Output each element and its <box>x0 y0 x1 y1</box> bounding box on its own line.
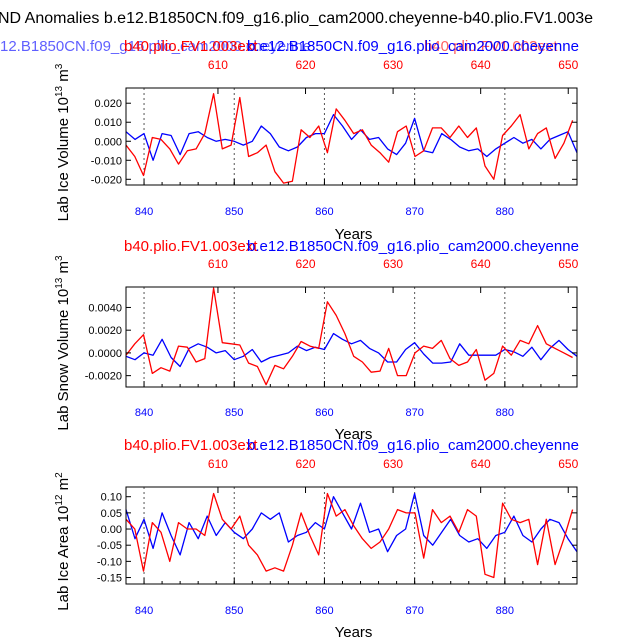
x-tick-label-top: 610 <box>208 457 228 471</box>
y-tick-label: 0.0020 <box>88 325 122 337</box>
y-tick-label: -0.05 <box>97 540 122 552</box>
y-label-exponent: 12 <box>54 494 65 506</box>
x-tick-label-bottom: 850 <box>225 206 243 218</box>
x-axis-label: Years <box>335 624 373 639</box>
chart-panel-2: 0.0040 0.0020 0.0000 -0.0020 840 850 860 870 880… <box>54 238 579 443</box>
y-tick-label: -0.0020 <box>85 371 122 383</box>
series-line-red <box>125 93 574 184</box>
top-title-blue: b.e12.B1850CN.f09_g16.plio_cam2000.cheye… <box>247 437 579 454</box>
y-tick-label: -0.020 <box>91 174 122 186</box>
y-tick-label: 0.05 <box>101 508 122 520</box>
x-tick-label-top: 640 <box>471 457 491 471</box>
series-line-red <box>125 492 574 579</box>
x-tick-label-top: 620 <box>296 457 316 471</box>
y-tick-label: -0.010 <box>91 155 122 167</box>
top-title-red: b40.plio.FV1.003ext <box>124 238 258 255</box>
x-tick-label-top: 630 <box>383 58 403 72</box>
x-axis-label: Years <box>335 426 373 443</box>
x-tick-label-bottom: 840 <box>135 206 153 218</box>
y-axis-label: Lab Snow Volume 1013 m3 <box>54 255 72 431</box>
top-title-blue: b.e12.B1850CN.f09_g16.plio_cam2000.cheye… <box>247 238 579 255</box>
chart-panel-3: 0.10 0.05 0.00 -0.05 -0.10 -0.15 840 850 860 870 8… <box>54 437 579 639</box>
x-tick-label-top: 610 <box>208 257 228 271</box>
y-label-unit: m <box>55 69 72 86</box>
x-tick-label-top: 640 <box>471 257 491 271</box>
top-title-red: b40.plio.FV1.003ext <box>124 437 258 454</box>
x-tick-label-top: 630 <box>383 457 403 471</box>
series-line-blue <box>125 332 578 368</box>
x-tick-label-top: 640 <box>471 58 491 72</box>
x-tick-label-top: 610 <box>208 58 228 72</box>
y-tick-label: -0.10 <box>97 556 122 568</box>
y-label-unit-exponent: 3 <box>54 255 65 261</box>
chart-panel-1: 0.020 0.010 0.000 -0.010 -0.020 840 850 860 870 8… <box>54 38 579 243</box>
x-tick-label-top: 650 <box>558 457 578 471</box>
y-label-text: Lab Ice Area 10 <box>55 506 72 611</box>
y-label-exponent: 13 <box>54 85 65 97</box>
x-axis-label: Years <box>335 226 373 243</box>
y-tick-label: 0.10 <box>101 492 122 504</box>
x-tick-label-bottom: 860 <box>315 605 333 617</box>
x-tick-label-top: 630 <box>383 257 403 271</box>
y-label-exponent: 13 <box>54 277 65 289</box>
x-tick-label-bottom: 850 <box>225 407 243 419</box>
panels: 0.020 0.010 0.000 -0.010 -0.020 840 850 860 870 8… <box>54 38 579 639</box>
plot-frame <box>125 486 578 585</box>
x-tick-label-bottom: 880 <box>496 407 514 419</box>
x-tick-label-bottom: 840 <box>135 407 153 419</box>
x-tick-label-top: 620 <box>296 58 316 72</box>
x-tick-label-bottom: 870 <box>405 407 423 419</box>
y-tick-label: 0.010 <box>94 117 122 129</box>
plot-frame <box>125 286 578 388</box>
y-axis-label: Lab Ice Volume 1013 m3 <box>54 63 72 221</box>
y-label-text: Lab Ice Volume 10 <box>55 97 72 221</box>
x-tick-label-bottom: 880 <box>496 605 514 617</box>
x-tick-label-top: 650 <box>558 58 578 72</box>
series-line-blue <box>125 492 578 556</box>
y-tick-label: 0.0040 <box>88 302 122 314</box>
x-tick-label-bottom: 860 <box>315 407 333 419</box>
top-title-red: b40.plio.FV1.003ext <box>124 38 258 55</box>
x-tick-label-bottom: 850 <box>225 605 243 617</box>
series-line-blue <box>125 113 578 161</box>
y-label-unit: m <box>55 261 72 278</box>
y-tick-label: 0.00 <box>101 524 122 536</box>
x-tick-label-top: 620 <box>296 257 316 271</box>
y-tick-label: 0.000 <box>94 136 122 148</box>
y-axis-label: Lab Ice Area 1012 m2 <box>54 472 72 611</box>
y-label-unit-exponent: 3 <box>54 63 65 69</box>
y-tick-label: -0.15 <box>97 573 122 585</box>
x-tick-label-bottom: 880 <box>496 206 514 218</box>
y-tick-label: 0.020 <box>94 98 122 110</box>
top-title-blue: b.e12.B1850CN.f09_g16.plio_cam2000.cheye… <box>247 38 579 55</box>
series-line-red <box>125 287 573 386</box>
y-label-text: Lab Snow Volume 10 <box>55 289 72 431</box>
figure-title: ND Anomalies b.e12.B1850CN.f09_g16.plio_… <box>0 10 593 27</box>
overlay-red-title: b40.plio.FV1.003ext <box>424 38 558 55</box>
x-tick-label-bottom: 840 <box>135 605 153 617</box>
x-tick-label-bottom: 870 <box>405 605 423 617</box>
x-tick-label-bottom: 860 <box>315 206 333 218</box>
x-tick-label-top: 650 <box>558 257 578 271</box>
y-label-unit: m <box>55 478 72 495</box>
plot-frame <box>125 87 578 186</box>
y-tick-label: 0.0000 <box>88 348 122 360</box>
y-label-unit-exponent: 2 <box>54 472 65 478</box>
x-tick-label-bottom: 870 <box>405 206 423 218</box>
overlay-blue-title: 12.B1850CN.f09_g16.plio_cam2000.cheyenne <box>0 38 311 55</box>
